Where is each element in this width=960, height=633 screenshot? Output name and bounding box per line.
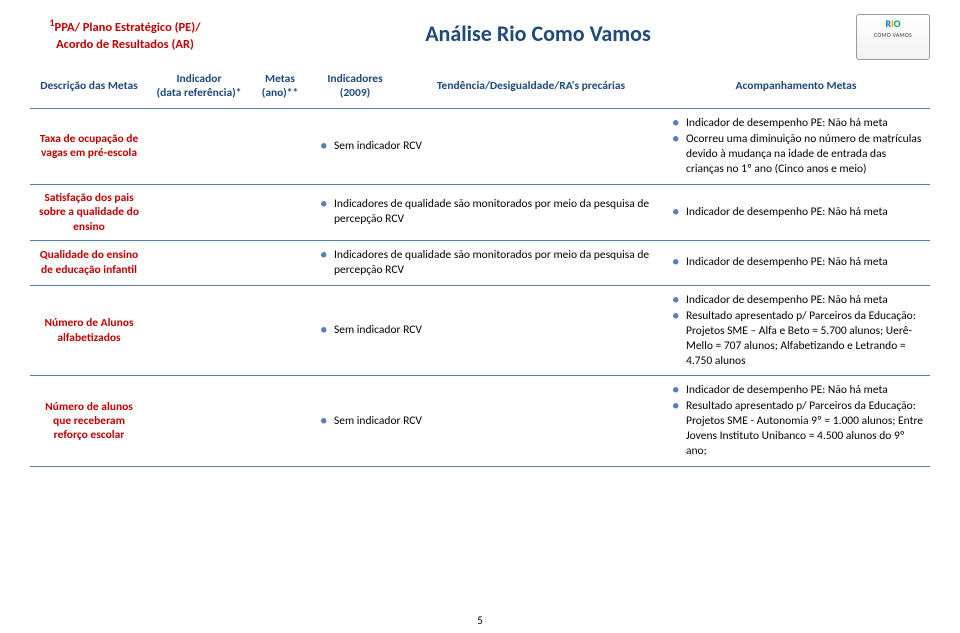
cell-acompanhamento: Indicador de desempenho PE: Não há metaO… — [662, 109, 930, 185]
header-plan-title: 1PPA/ Plano Estratégico (PE)/ Acordo de … — [30, 14, 220, 54]
col-indicador-l2: (data referência)* — [157, 86, 242, 100]
cell-acompanhamento: Indicador de desempenho PE: Não há meta — [662, 240, 930, 285]
col-descricao: Descrição das Metas — [30, 68, 148, 109]
col-metas-l2: (ano)** — [262, 86, 298, 100]
table-body: Taxa de ocupação de vagas em pré-escolaS… — [30, 109, 930, 467]
cell-empty — [148, 376, 250, 467]
cell-indicador: Sem indicador RCV — [310, 285, 662, 376]
table-row: Número de Alunos alfabetizados Sem indica… — [30, 285, 930, 376]
indicator-item: Indicadores de qualidade são monitorados… — [320, 248, 656, 278]
cell-empty — [148, 109, 250, 185]
table-row: Satisfação dos pais sobre a qualidade do… — [30, 184, 930, 240]
accomp-item: Ocorreu uma diminuição no número de matr… — [672, 132, 924, 177]
plan-line1: PPA/ Plano Estratégico (PE)/ — [55, 20, 201, 35]
accomp-item: Indicador de desempenho PE: Não há meta — [672, 255, 924, 270]
accomp-item: Indicador de desempenho PE: Não há meta — [672, 116, 924, 131]
cell-empty — [148, 240, 250, 285]
col-ind2009-l1: Indicadores — [327, 72, 382, 86]
col-indicadores-2009: Indicadores (2009) — [310, 68, 400, 109]
cell-empty — [250, 240, 310, 285]
cell-indicador: Sem indicador RCV — [310, 376, 662, 467]
page-header: 1PPA/ Plano Estratégico (PE)/ Acordo de … — [30, 14, 930, 60]
cell-descricao: Taxa de ocupação de vagas em pré-escola — [30, 109, 148, 185]
cell-empty — [250, 109, 310, 185]
cell-indicador: Indicadores de qualidade são monitorados… — [310, 184, 662, 240]
page-number: 5 — [0, 614, 960, 627]
col-tendencia: Tendência/Desigualdade/RA's precárias — [400, 68, 662, 109]
cell-empty — [148, 184, 250, 240]
cell-descricao: Número de alunos que receberam reforço e… — [30, 376, 148, 467]
plan-line2: Acordo de Resultados (AR) — [56, 37, 194, 52]
cell-descricao: Qualidade do ensino de educação infantil — [30, 240, 148, 285]
page-title: Análise Rio Como Vamos — [220, 14, 856, 47]
cell-acompanhamento: Indicador de desempenho PE: Não há metaR… — [662, 376, 930, 467]
cell-empty — [250, 184, 310, 240]
table-row: Número de alunos que receberam reforço e… — [30, 376, 930, 467]
indicator-item: Sem indicador RCV — [320, 414, 656, 429]
col-indicador: Indicador (data referência)* — [148, 68, 250, 109]
cell-indicador: Indicadores de qualidade são monitorados… — [310, 240, 662, 285]
accomp-item: Resultado apresentado p/ Parceiros da Ed… — [672, 399, 924, 459]
data-table: Descrição das Metas Indicador (data refe… — [30, 68, 930, 467]
logo-sub: COMO VAMOS — [857, 32, 929, 38]
table-row: Qualidade do ensino de educação infantil… — [30, 240, 930, 285]
table-row: Taxa de ocupação de vagas em pré-escola S… — [30, 109, 930, 185]
accomp-item: Indicador de desempenho PE: Não há meta — [672, 205, 924, 220]
accomp-item: Indicador de desempenho PE: Não há meta — [672, 293, 924, 308]
indicator-item: Sem indicador RCV — [320, 323, 656, 338]
cell-acompanhamento: Indicador de desempenho PE: Não há metaR… — [662, 285, 930, 376]
cell-indicador: Sem indicador RCV — [310, 109, 662, 185]
cell-descricao: Satisfação dos pais sobre a qualidade do… — [30, 184, 148, 240]
cell-empty — [250, 285, 310, 376]
col-acompanhamento: Acompanhamento Metas — [662, 68, 930, 109]
col-metas: Metas (ano)** — [250, 68, 310, 109]
indicator-item: Sem indicador RCV — [320, 139, 656, 154]
col-ind2009-l2: (2009) — [340, 86, 370, 100]
cell-acompanhamento: Indicador de desempenho PE: Não há meta — [662, 184, 930, 240]
indicator-item: Indicadores de qualidade são monitorados… — [320, 197, 656, 227]
col-metas-l1: Metas — [265, 72, 295, 86]
accomp-item: Resultado apresentado p/ Parceiros da Ed… — [672, 309, 924, 369]
logo: RIO COMO VAMOS — [856, 14, 930, 60]
col-indicador-l1: Indicador — [176, 72, 221, 86]
cell-descricao: Número de Alunos alfabetizados — [30, 285, 148, 376]
cell-empty — [148, 285, 250, 376]
accomp-item: Indicador de desempenho PE: Não há meta — [672, 383, 924, 398]
table-header-row: Descrição das Metas Indicador (data refe… — [30, 68, 930, 109]
cell-empty — [250, 376, 310, 467]
